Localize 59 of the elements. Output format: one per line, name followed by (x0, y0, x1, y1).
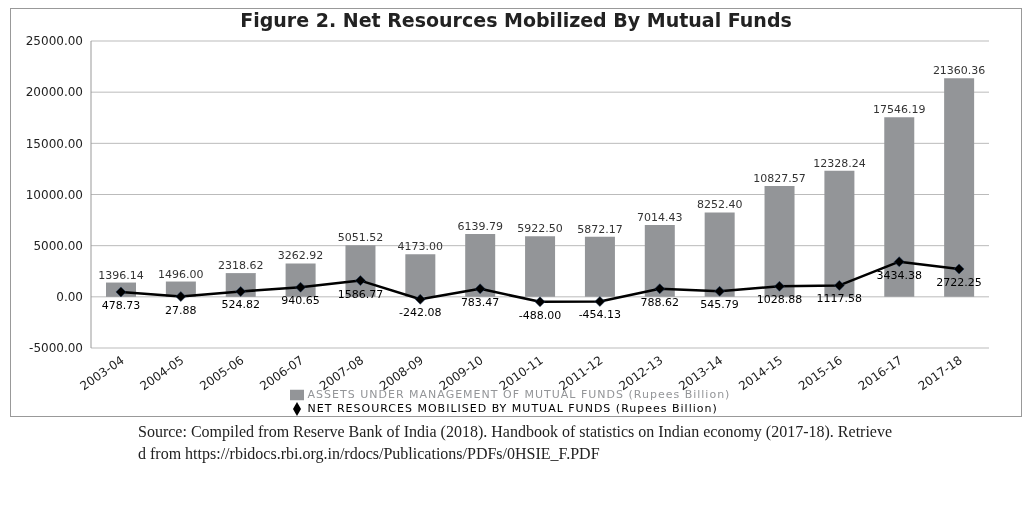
data-label: 524.82 (221, 298, 260, 312)
bar (764, 186, 795, 297)
data-label: 17546.19 (873, 103, 926, 117)
y-tick-label: 15000.00 (25, 136, 83, 151)
y-tick-label: 25000.00 (25, 34, 83, 49)
data-label: 5051.52 (337, 231, 384, 245)
point (774, 281, 785, 292)
legend-label: NET RESOURCES MOBILISED BY MUTUAL FUNDS (Rupees Billion) (307, 402, 718, 415)
y-tick-label: 20000.00 (25, 85, 83, 100)
data-label: 1028.88 (756, 293, 803, 307)
y-tick-label: -5000.00 (29, 341, 83, 356)
point (534, 296, 546, 308)
bar (465, 234, 496, 297)
point (714, 286, 725, 297)
point (355, 275, 366, 286)
data-label: -242.08 (399, 306, 442, 320)
y-tick-label: 0.00 (56, 290, 83, 305)
bar (525, 236, 556, 297)
data-label: 1396.14 (98, 268, 144, 282)
data-label: 788.62 (640, 295, 679, 309)
data-label: -454.13 (578, 308, 622, 322)
data-label: 27.88 (165, 303, 197, 317)
chart-title: Figure 2. Net Resources Mobilized By Mutual Funds (239, 9, 793, 31)
point (474, 283, 486, 295)
data-label: 1117.58 (816, 292, 863, 306)
data-label: 8252.40 (696, 198, 743, 212)
y-tick-label: 10000.00 (25, 187, 83, 202)
data-label: -488.00 (518, 308, 562, 322)
data-label: 5872.17 (577, 222, 623, 236)
point (235, 286, 246, 297)
data-label: 4173.00 (397, 240, 444, 254)
data-label: 5922.50 (517, 222, 563, 236)
bar (644, 225, 675, 297)
data-label: 783.47 (460, 295, 500, 309)
data-label: 1586.77 (337, 287, 384, 301)
data-label: 6139.79 (457, 220, 503, 233)
data-label: 478.73 (101, 298, 141, 312)
data-label: 940.65 (281, 294, 320, 308)
data-label: 12328.24 (813, 156, 866, 170)
point (654, 283, 665, 295)
point (415, 294, 426, 305)
source-note: Source: Compiled from Reserve Bank of India (2018). Handbook of statistics on Indian economy (2017-18). Retrieved from https://rbidocs.rbi.org.in/rdocs/Publications/PDFs/0HSIE_F.PDF (138, 422, 894, 465)
y-tick-label: 5000.00 (33, 238, 83, 253)
data-label: 545.79 (700, 298, 739, 312)
data-label: 21360.36 (932, 64, 986, 78)
bar (405, 254, 436, 297)
point (953, 263, 965, 275)
point (594, 296, 606, 307)
bar (704, 212, 735, 297)
data-label: 7014.43 (637, 211, 683, 225)
data-label: 1496.00 (158, 267, 204, 281)
data-label: 10827.57 (753, 172, 806, 186)
point (893, 256, 905, 267)
point (175, 291, 187, 302)
point (834, 280, 845, 291)
point (295, 281, 306, 293)
bar (584, 236, 615, 297)
data-label: 2318.62 (217, 259, 264, 273)
data-label: 3262.92 (277, 249, 324, 263)
